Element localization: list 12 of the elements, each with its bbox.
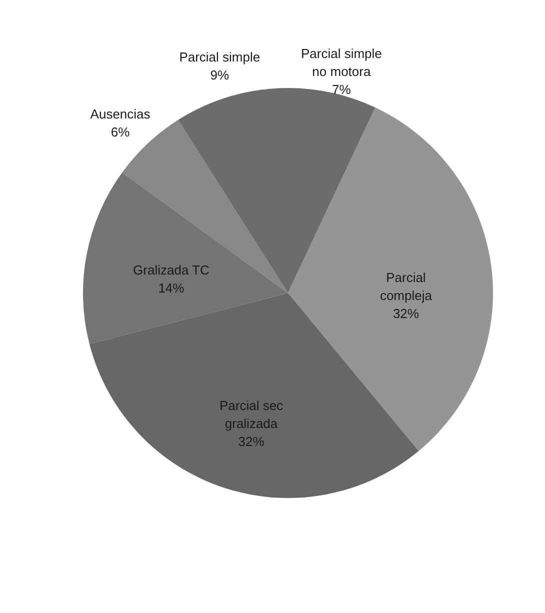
data-label: 32% [392, 306, 420, 322]
slice-label: Parcial compleja [380, 270, 433, 304]
data-label: 7% [332, 82, 352, 97]
data-label: 9% [210, 68, 230, 83]
slice-label: Ausencias [90, 106, 151, 122]
data-label: 32% [238, 434, 265, 450]
data-label: 6% [110, 124, 130, 140]
slice-label: Parcial simple [179, 50, 260, 65]
data-label: 14% [158, 280, 185, 296]
slice-label: Gralizada TC [133, 262, 210, 278]
slice-label: Parcial sec gralizada [219, 398, 284, 432]
slice-label: Parcial simple no motora [300, 46, 382, 79]
